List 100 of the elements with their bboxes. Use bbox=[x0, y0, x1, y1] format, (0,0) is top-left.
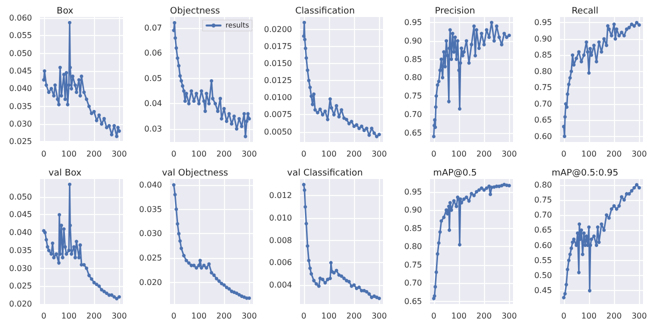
x-tick-label: 200 bbox=[216, 312, 232, 320]
x-tick-label: 0 bbox=[41, 312, 46, 320]
chart-title: mAP@0.5 bbox=[433, 168, 477, 178]
y-tick-label: 0.75 bbox=[534, 83, 552, 92]
x-tick-label: 200 bbox=[476, 150, 492, 158]
y-tick-label: 0.90 bbox=[404, 36, 422, 46]
y-tick-label: 0.006 bbox=[269, 258, 292, 268]
x-tick-label: 300 bbox=[112, 150, 127, 158]
y-tick-label: 0.040 bbox=[9, 84, 32, 94]
chart-title: val Box bbox=[48, 168, 82, 178]
chart-title: Recall bbox=[572, 6, 598, 16]
y-tick-label: 0.85 bbox=[404, 224, 422, 233]
y-tick-label: 0.0075 bbox=[264, 110, 292, 120]
y-tick-label: 0.55 bbox=[534, 256, 552, 265]
y-tick-label: 0.60 bbox=[534, 240, 552, 250]
y-tick-label: 0.010 bbox=[269, 214, 292, 223]
y-tick-label: 0.008 bbox=[269, 236, 292, 245]
y-tick-label: 0.80 bbox=[404, 73, 422, 82]
x-tick-label: 100 bbox=[191, 312, 207, 320]
x-tick-label: 100 bbox=[321, 150, 337, 158]
y-tick-label: 0.040 bbox=[9, 228, 32, 238]
x-tick-label: 200 bbox=[346, 312, 362, 320]
y-tick-label: 0.0200 bbox=[264, 24, 292, 34]
x-tick-label: 200 bbox=[86, 312, 102, 320]
y-tick-label: 0.035 bbox=[9, 246, 32, 255]
y-tick-label: 0.03 bbox=[144, 124, 162, 134]
y-tick-label: 0.004 bbox=[269, 280, 292, 290]
x-tick-label: 300 bbox=[502, 312, 517, 320]
x-tick-label: 200 bbox=[476, 312, 492, 320]
x-tick-label: 100 bbox=[191, 150, 207, 158]
y-tick-label: 0.75 bbox=[534, 195, 552, 204]
x-tick-label: 100 bbox=[321, 312, 337, 320]
y-tick-label: 0.025 bbox=[9, 137, 32, 146]
y-tick-label: 0.75 bbox=[404, 92, 422, 101]
y-tick-label: 0.035 bbox=[139, 204, 162, 214]
y-tick-label: 0.80 bbox=[404, 242, 422, 252]
y-tick-label: 0.030 bbox=[139, 229, 162, 238]
y-tick-label: 0.80 bbox=[534, 180, 552, 190]
chart-title: Box bbox=[56, 6, 74, 16]
chart-title: mAP@0.5:0.95 bbox=[552, 168, 618, 178]
y-tick-label: 0.90 bbox=[534, 34, 552, 44]
y-tick-label: 0.45 bbox=[534, 286, 552, 296]
y-tick-label: 0.035 bbox=[9, 102, 32, 111]
y-tick-label: 0.025 bbox=[139, 254, 162, 263]
x-tick-label: 300 bbox=[112, 312, 127, 320]
x-tick-label: 0 bbox=[171, 312, 176, 320]
x-tick-label: 100 bbox=[61, 312, 77, 320]
y-tick-label: 0.045 bbox=[9, 210, 32, 220]
y-tick-label: 0.025 bbox=[9, 282, 32, 291]
x-tick-label: 200 bbox=[86, 150, 102, 158]
y-tick-label: 0.060 bbox=[9, 14, 32, 23]
y-tick-label: 0.020 bbox=[9, 300, 32, 308]
y-tick-label: 0.030 bbox=[9, 119, 32, 128]
y-tick-label: 0.65 bbox=[404, 128, 422, 138]
y-tick-label: 0.85 bbox=[404, 54, 422, 64]
y-tick-label: 0.0150 bbox=[264, 58, 292, 68]
y-tick-label: 0.020 bbox=[139, 278, 162, 288]
y-tick-label: 0.07 bbox=[144, 23, 162, 32]
x-tick-label: 0 bbox=[301, 312, 306, 320]
x-tick-label: 200 bbox=[216, 150, 232, 158]
x-tick-label: 0 bbox=[431, 150, 436, 158]
chart-title: Objectness bbox=[170, 6, 220, 16]
x-tick-label: 0 bbox=[41, 150, 46, 158]
x-tick-label: 300 bbox=[632, 150, 647, 158]
y-tick-label: 0.70 bbox=[534, 99, 552, 108]
chart-title: Classification bbox=[295, 6, 355, 16]
y-tick-label: 0.75 bbox=[404, 260, 422, 270]
y-tick-label: 0.06 bbox=[144, 48, 162, 58]
y-tick-label: 0.65 bbox=[534, 116, 552, 125]
y-tick-label: 0.012 bbox=[269, 191, 292, 200]
y-tick-label: 0.030 bbox=[9, 264, 32, 273]
x-tick-label: 100 bbox=[61, 150, 77, 158]
x-tick-label: 200 bbox=[606, 312, 622, 320]
y-tick-label: 0.95 bbox=[404, 187, 422, 196]
x-tick-label: 0 bbox=[561, 150, 566, 158]
y-tick-label: 0.65 bbox=[404, 296, 422, 306]
x-tick-label: 0 bbox=[561, 312, 566, 320]
chart-title: Precision bbox=[434, 6, 476, 16]
x-tick-label: 300 bbox=[502, 150, 517, 158]
y-tick-label: 0.70 bbox=[404, 110, 422, 119]
y-tick-label: 0.95 bbox=[534, 18, 552, 28]
y-tick-label: 0.0050 bbox=[264, 127, 292, 136]
chart-title: val Objectness bbox=[162, 168, 228, 178]
x-tick-label: 0 bbox=[301, 150, 306, 158]
y-tick-label: 0.65 bbox=[534, 226, 552, 235]
y-tick-label: 0.050 bbox=[9, 48, 32, 58]
y-tick-label: 0.045 bbox=[9, 66, 32, 76]
y-tick-label: 0.0175 bbox=[264, 42, 292, 51]
x-tick-label: 0 bbox=[431, 312, 436, 320]
x-tick-label: 300 bbox=[632, 312, 647, 320]
x-tick-label: 300 bbox=[242, 312, 257, 320]
y-tick-label: 0.95 bbox=[404, 18, 422, 28]
y-tick-label: 0.50 bbox=[534, 271, 552, 280]
y-tick-label: 0.60 bbox=[534, 132, 552, 141]
y-tick-label: 0.90 bbox=[404, 206, 422, 215]
x-tick-label: 100 bbox=[581, 150, 597, 158]
y-tick-label: 0.80 bbox=[534, 66, 552, 76]
y-tick-label: 0.05 bbox=[144, 74, 162, 83]
x-tick-label: 200 bbox=[606, 150, 622, 158]
chart-title: val Classification bbox=[287, 168, 363, 178]
